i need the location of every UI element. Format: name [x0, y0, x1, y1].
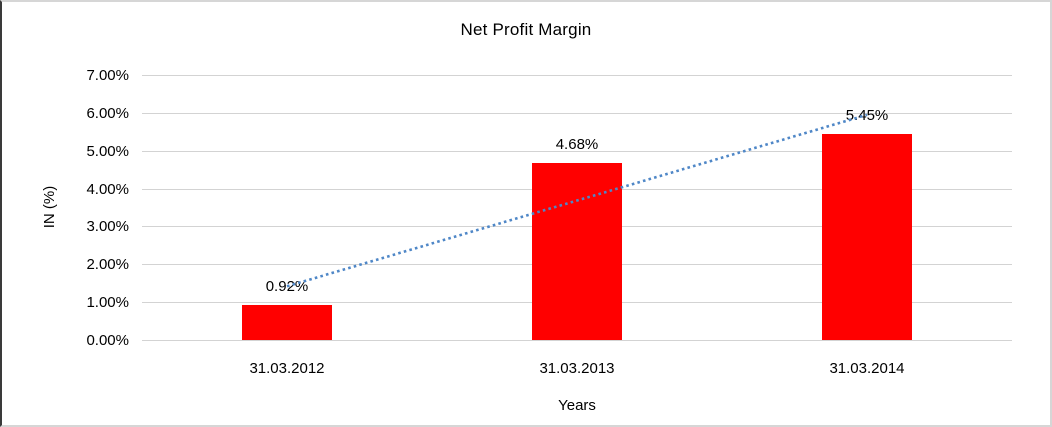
x-tick-label: 31.03.2014: [829, 360, 905, 377]
y-tick-label: 4.00%: [86, 181, 129, 198]
bar: [822, 134, 912, 340]
y-tick-label: 5.00%: [86, 143, 129, 160]
gridline: [142, 113, 1012, 114]
y-tick-label: 6.00%: [86, 105, 129, 122]
chart-title: Net Profit Margin: [460, 20, 592, 39]
x-tick-label: 31.03.2012: [249, 360, 325, 377]
bar: [242, 305, 332, 340]
gridline: [142, 75, 1012, 76]
data-label: 0.92%: [265, 278, 309, 295]
x-axis-title: Years: [558, 397, 596, 414]
y-tick-label: 2.00%: [86, 256, 129, 273]
y-tick-label: 0.00%: [86, 332, 129, 349]
gridline: [142, 340, 1012, 341]
y-tick-label: 1.00%: [86, 294, 129, 311]
data-label: 4.68%: [555, 136, 599, 153]
bar: [532, 163, 622, 340]
gridline: [142, 151, 1012, 152]
x-tick-label: 31.03.2013: [539, 360, 615, 377]
y-tick-label: 3.00%: [86, 218, 129, 235]
y-tick-label: 7.00%: [86, 67, 129, 84]
